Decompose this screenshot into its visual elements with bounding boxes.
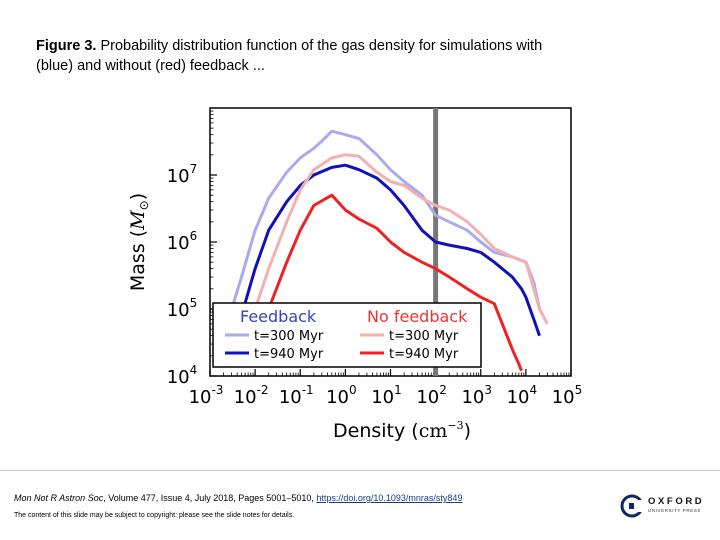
y-tick-label: 104 (167, 363, 198, 388)
legend-title-no-feedback: No feedback (367, 307, 468, 326)
publisher-name: OXFORD (648, 496, 705, 507)
doi-link[interactable]: https://doi.org/10.1093/mnras/sty849 (316, 493, 463, 503)
y-axis-unit: M (127, 210, 149, 231)
legend-entry-label: t=300 Myr (254, 329, 324, 344)
series-nofeedback-300myr (240, 153, 549, 345)
x-tick-label: 102 (416, 383, 447, 408)
x-axis-label-text: Density (333, 420, 405, 442)
oup-emblem-icon (620, 494, 644, 518)
sun-symbol: ⊙ (137, 200, 151, 210)
series-lines (222, 129, 549, 372)
footer-divider (0, 470, 720, 471)
x-axis-unit-exp: −3 (447, 419, 463, 432)
x-tick-label: 10-1 (279, 383, 314, 408)
x-tick-label: 104 (507, 383, 538, 408)
figure-caption: Figure 3. Probability distribution funct… (36, 36, 556, 76)
legend-entry-label: t=300 Myr (389, 329, 459, 344)
citation: Mon Not R Astron Soc, Volume 477, Issue … (14, 493, 462, 503)
legend-box (212, 302, 482, 368)
oxford-logo: OXFORD UNIVERSITY PRESS (620, 494, 712, 518)
density-pdf-chart: 10-3 10-2 10-1 100 101 102 103 104 105 104 105 106 1… (127, 107, 583, 442)
x-axis-unit: cm (419, 420, 448, 442)
y-axis-label-text: Mass (127, 243, 149, 291)
caption-text: Probability distribution function of the… (36, 38, 543, 74)
series-feedback-300myr (222, 129, 541, 337)
y-axis-label: Mass (M⊙) (127, 193, 151, 291)
tick-labels: 10-3 10-2 10-1 100 101 102 103 104 105 104 105 106 1… (167, 162, 583, 408)
x-tick-label: 101 (371, 383, 402, 408)
y-tick-label: 107 (167, 162, 198, 187)
copyright-notice: The content of this slide may be subject… (14, 512, 295, 519)
x-tick-label: 100 (326, 383, 357, 408)
caption-label: Figure 3. (36, 38, 97, 54)
x-tick-label: 10-2 (234, 383, 269, 408)
x-tick-label: 10-3 (189, 383, 224, 408)
legend: Feedback No feedback t=300 Myr t=940 Myr t… (212, 302, 482, 368)
citation-details: , Volume 477, Issue 4, July 2018, Pages … (103, 493, 317, 503)
legend-entry-label: t=940 Myr (254, 347, 324, 362)
y-tick-label: 106 (167, 229, 198, 254)
x-tick-label: 105 (552, 383, 583, 408)
publisher-subname: UNIVERSITY PRESS (648, 508, 702, 513)
x-tick-label: 103 (461, 383, 492, 408)
legend-title-feedback: Feedback (240, 307, 317, 326)
series-nofeedback-940myr (253, 193, 523, 372)
journal-name: Mon Not R Astron Soc (14, 493, 104, 503)
legend-entry-label: t=940 Myr (389, 347, 459, 362)
y-tick-label: 105 (167, 296, 198, 321)
axis-ticks (209, 110, 572, 377)
x-axis-label: Density (cm−3) (333, 419, 471, 442)
series-feedback-940myr (230, 163, 541, 345)
